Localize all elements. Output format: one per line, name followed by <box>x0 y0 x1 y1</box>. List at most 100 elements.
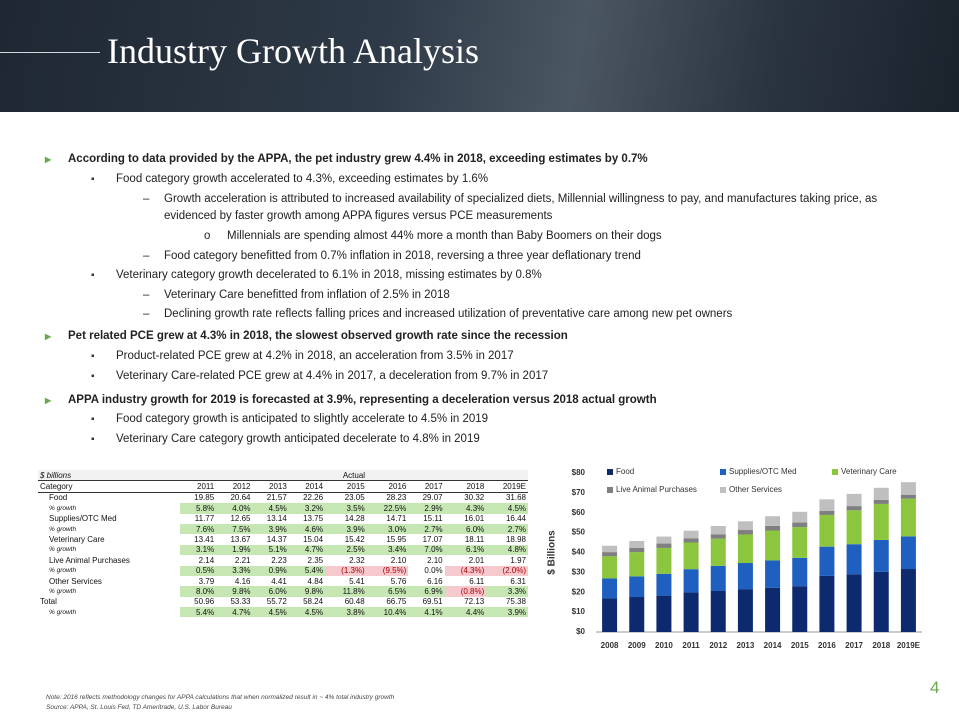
table-cell: 13.75 <box>303 514 324 524</box>
bullet: Food category growth accelerated to 4.3%… <box>0 170 959 190</box>
table-cell: 3.79 <box>198 576 215 586</box>
table-cell: 4.6% <box>288 523 326 535</box>
x-tick-label: 2017 <box>845 641 863 650</box>
table-cell: 2.14 <box>198 555 215 565</box>
table-cell: 13.41 <box>194 535 215 545</box>
table-cell: 72.13 <box>464 597 485 607</box>
table-cell: 3.3% <box>216 565 253 576</box>
table-cell: 9.8% <box>288 586 326 597</box>
table-cell: 66.75 <box>386 597 407 607</box>
data-table: $ billions Actual Category 2011 2012 2013 2014… <box>38 470 528 618</box>
table-cell: 6.0% <box>444 523 487 535</box>
bar-segment <box>656 547 672 574</box>
bar-segment <box>710 534 726 539</box>
bar-segment <box>602 545 618 553</box>
unit-label: $ billions <box>38 470 180 482</box>
table-cell: 12.65 <box>230 514 251 524</box>
column-header: 2017 <box>408 480 445 493</box>
bar-segment <box>683 569 699 593</box>
column-header: 2011 <box>179 480 217 493</box>
table-cell: 0.9% <box>252 565 289 576</box>
bar-segment <box>710 526 726 535</box>
table-cell: 4.1% <box>408 607 445 618</box>
table-cell: 13.67 <box>230 535 251 545</box>
legend-swatch <box>720 487 726 493</box>
table-cell: 14.71 <box>386 514 407 524</box>
table-cell: 5.8% <box>179 503 217 514</box>
bar-segment <box>846 510 862 545</box>
table-row: Live Animal Purchases 2.14 2.21 2.23 2.35 2.3… <box>38 555 528 565</box>
bar-segment <box>792 527 808 558</box>
table-cell: 1.97 <box>510 555 526 565</box>
table-row: Other Services 3.79 4.16 4.41 4.84 5.41 5.76 6.… <box>38 576 528 586</box>
bar-segment <box>737 563 753 590</box>
table-cell: % growth <box>49 587 77 595</box>
table-cell: 3.0% <box>366 523 409 535</box>
bar-segment <box>602 578 618 599</box>
bullet: Millennials are spending almost 44% more… <box>0 227 959 247</box>
table-cell: 6.5% <box>366 586 409 597</box>
table-cell: Veterinary Care <box>49 535 105 545</box>
table-cell: 17.07 <box>422 535 443 545</box>
bullet: Product-related PCE grew at 4.2% in 2018… <box>0 347 959 367</box>
table-cell: 3.9% <box>486 607 528 618</box>
bar-segment <box>629 576 645 598</box>
table-cell: Other Services <box>49 576 102 586</box>
bar-segment <box>900 536 916 570</box>
column-header: 2015 <box>325 480 367 493</box>
table-cell: 3.3% <box>486 586 528 597</box>
table-cell: 2.9% <box>408 503 445 514</box>
bar-segment <box>846 574 862 632</box>
legend-label: Other Services <box>729 485 782 494</box>
table-cell: 2.21 <box>234 555 251 565</box>
bar-segment <box>819 499 835 511</box>
y-tick-label: $40 <box>572 548 586 557</box>
legend-swatch <box>720 469 726 475</box>
table-cell: 3.9% <box>252 523 289 535</box>
table-cell: 4.41 <box>271 576 287 586</box>
table-cell: 4.16 <box>234 576 251 586</box>
bar-segment <box>656 536 672 544</box>
x-tick-label: 2011 <box>682 641 700 650</box>
table-cell: % growth <box>49 525 77 533</box>
table-cell: 8.0% <box>179 586 217 597</box>
table-cell: 5.76 <box>390 576 407 586</box>
table-cell: 18.11 <box>464 535 485 545</box>
table-cell: 69.51 <box>422 597 443 607</box>
table-cell: 3.5% <box>325 503 367 514</box>
bar-segment <box>873 571 889 632</box>
y-tick-label: $10 <box>572 607 586 616</box>
x-tick-label: 2014 <box>764 641 782 650</box>
x-tick-label: 2010 <box>655 641 673 650</box>
table-cell: % growth <box>49 546 77 554</box>
table-cell: 4.5% <box>288 607 326 618</box>
table-cell: 23.05 <box>344 493 365 503</box>
table-cell: 5.41 <box>349 576 365 586</box>
header-rule <box>0 52 100 53</box>
column-header: 2013 <box>252 480 289 493</box>
table-cell: 21.57 <box>266 493 287 503</box>
bar-segment <box>737 530 753 535</box>
table-cell: 4.5% <box>252 607 289 618</box>
table-cell: 2.23 <box>271 555 287 565</box>
bar-segment <box>656 543 672 548</box>
y-tick-label: $80 <box>572 468 586 477</box>
x-tick-label: 2018 <box>872 641 890 650</box>
bar-segment <box>819 546 835 576</box>
table-cell: 9.8% <box>216 586 253 597</box>
bar-segment <box>846 506 862 511</box>
table-row: % growth 0.5% 3.3% 0.9% 5.4% (1.3%) (9.5%) 0.0%… <box>38 565 528 576</box>
table-cell: (9.5%) <box>366 565 409 576</box>
table-cell: 6.16 <box>427 576 443 586</box>
group-label: Actual <box>179 470 528 482</box>
table-cell: 15.04 <box>303 535 324 545</box>
table-cell: (2.0%) <box>486 565 528 576</box>
table-cell: 55.72 <box>266 597 287 607</box>
table-cell: 29.07 <box>422 493 443 503</box>
footnote: Note: 2016 reflects methodology changes … <box>46 694 395 701</box>
table-cell: 0.0% <box>424 566 443 576</box>
bar-segment <box>656 595 672 632</box>
bullet: Pet related PCE grew at 4.3% in 2018, th… <box>0 327 959 347</box>
bullet-list: According to data provided by the APPA, … <box>0 146 959 450</box>
